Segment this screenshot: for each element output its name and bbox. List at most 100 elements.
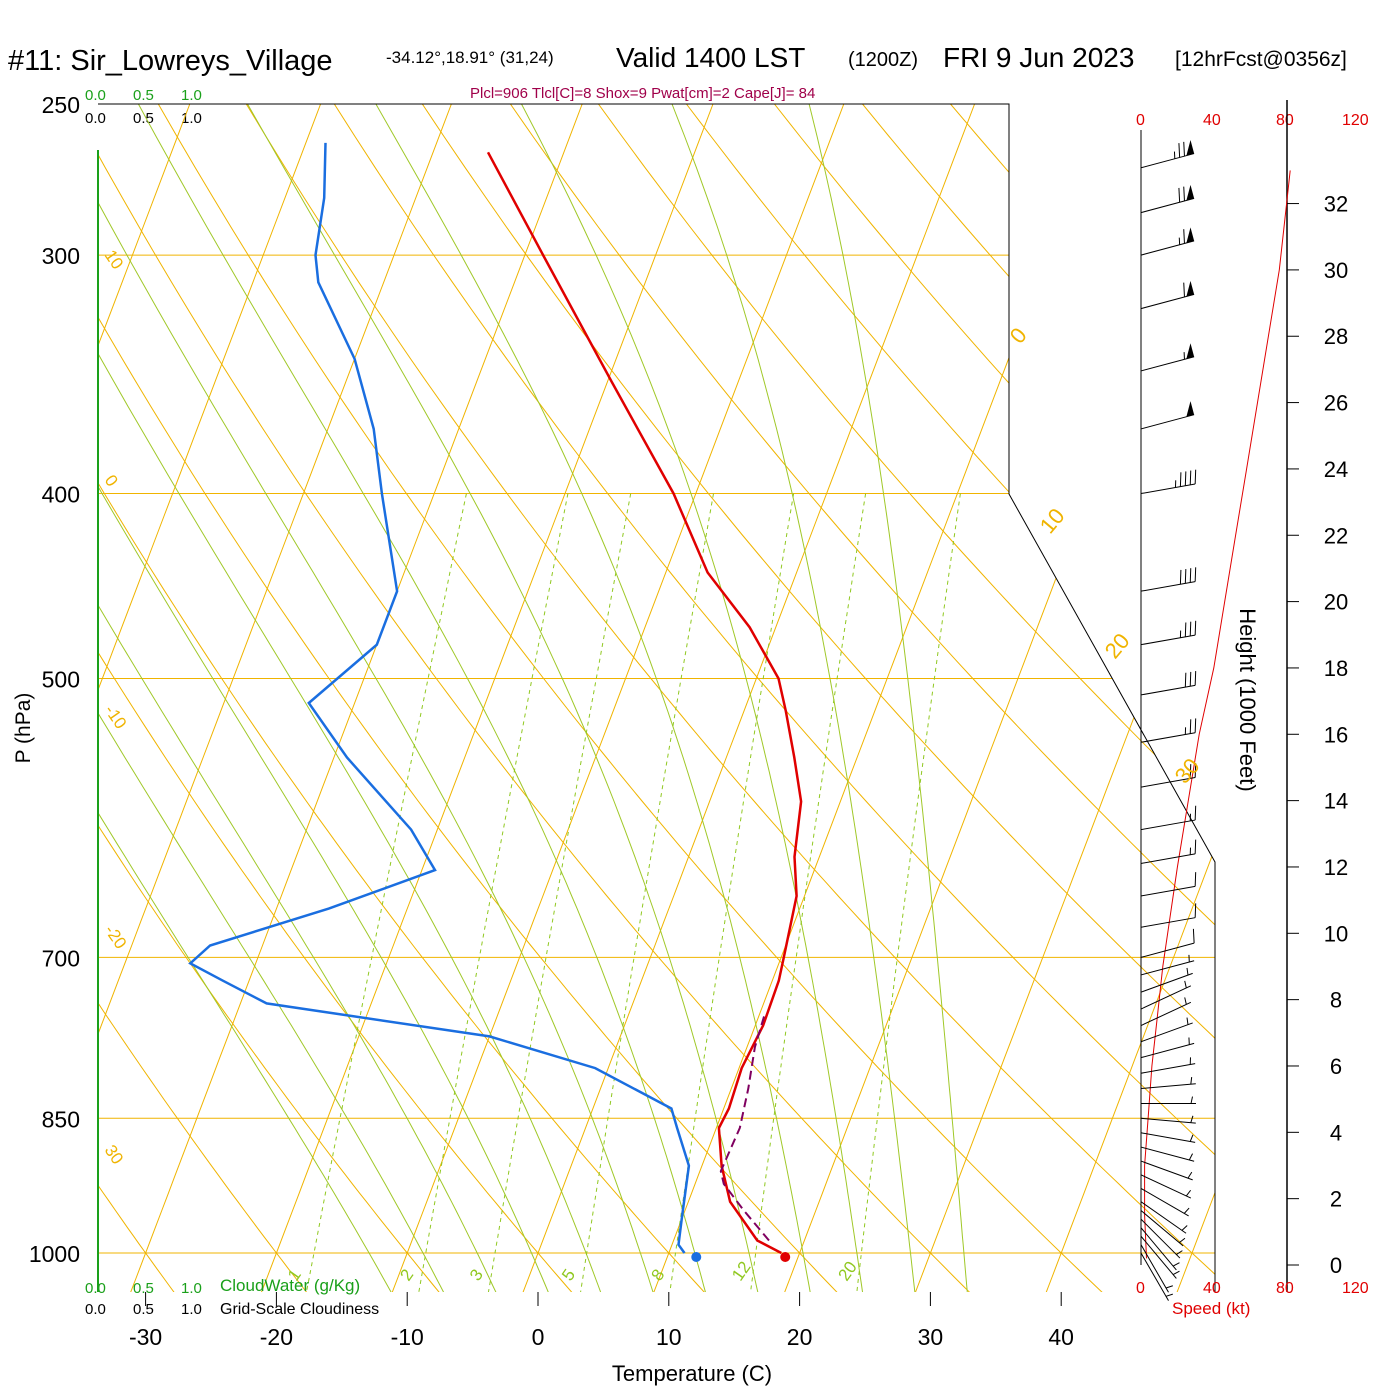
height-tick-label: 28 [1324,324,1348,349]
cloudwater-tick-bottom: 1.0 [181,1280,202,1297]
wind-barb [1140,1017,1193,1043]
dewpoint-line [188,142,691,1254]
mixing-ratio-label: 8 [647,1266,668,1285]
temperature-tick-label: -10 [391,1324,424,1350]
wind-barb-staff [1140,1117,1196,1124]
wind-barb-staff [1140,1001,1192,1026]
isotherm-label: -20 [101,921,131,952]
wind-barb-half [1178,1237,1186,1244]
pressure-tick-label: 400 [42,482,80,508]
wind-barb-staff [1140,1160,1193,1181]
wind-barb [1140,1115,1196,1124]
cloudwater-tick-top: 0.5 [133,87,154,104]
speed-tick-top: 120 [1342,112,1369,129]
dry-adiabat-line [333,104,1215,1292]
wind-barb-staff [1140,942,1195,958]
speed-tick-top: 0 [1136,112,1145,129]
axes-labels: 100-10-203001020302503004005007008501000… [29,92,1348,1350]
wind-barb [1140,1227,1180,1271]
wind-barb-staff [1140,414,1195,430]
wind-barb-full [1192,928,1195,944]
wind-barb-full [1189,719,1192,734]
isotherm-label: 10 [1035,503,1070,538]
wind-barb-full [1194,469,1197,485]
mixing-ratio-line [418,493,569,1292]
wind-barb-full [1189,621,1192,637]
wind-barb [1140,839,1197,864]
wind-barb-full [1183,229,1185,244]
wind-barb-full [1194,718,1197,733]
wind-barb [1140,1174,1192,1199]
speed-tick-bottom: 80 [1276,1280,1294,1297]
mixing-ratio-label: 2 [396,1266,417,1285]
mixing-ratio-line [749,493,867,1292]
wind-barb-full [1189,568,1192,583]
mixing-ratio-label: 20 [834,1258,860,1284]
dry-adiabat-line [1126,104,1215,1292]
wind-barb-full [1194,620,1197,636]
wind-barb [1140,1160,1193,1181]
forecast-date: FRI 9 Jun 2023 [943,42,1134,73]
wind-barb-half [1181,1225,1188,1231]
wind-barb [1140,805,1197,831]
wind-barb [1140,1057,1196,1074]
wind-barb [1140,928,1195,958]
moist-adiabat-line [98,104,393,1292]
temperature-tick-label: -30 [129,1324,162,1350]
wind-barb-full [1183,186,1185,201]
isotherm-line [783,104,1215,1292]
wind-barb-staff [1140,1083,1196,1090]
moist-adiabat-line [98,104,497,1292]
isotherm-line [98,104,322,1292]
wind-barb-full [1183,282,1185,297]
cloudiness-tick-top: 0.0 [85,110,106,127]
wind-barb-staff [1140,1063,1196,1074]
cloudiness-tick-bottom: 0.0 [85,1301,106,1318]
wind-barb [1140,954,1195,976]
zulu-time: (1200Z) [848,49,918,71]
cloudiness-tick-bottom: 1.0 [181,1301,202,1318]
wind-barb-flag [1186,227,1195,243]
dry-adiabat-line [686,104,1215,1292]
wind-barb [1140,1132,1196,1143]
wind-barb-staff [1140,1244,1169,1293]
wind-barb-staff [1140,1187,1189,1217]
cloudwater-tick-bottom: 0.5 [133,1280,154,1297]
moist-adiabat-line [375,104,811,1292]
moist-adiabat-line [808,104,968,1292]
height-tick-label: 0 [1330,1253,1342,1278]
wind-barb-staff [1140,819,1196,831]
wind-barb-staff [1140,1210,1184,1247]
wind-barb [1140,1218,1183,1259]
dry-adiabat-line [98,104,706,1292]
wind-barb-half [1190,1096,1193,1104]
wind-barb-half [1172,1262,1180,1267]
wind-barb [1140,997,1192,1026]
parcel-line [719,1014,770,1242]
moist-adiabat-line [98,104,602,1292]
moist-adiabat-line [98,104,654,1292]
wind-barb-full [1194,567,1197,582]
height-tick-label: 20 [1324,590,1348,615]
wind-barb [1140,1187,1190,1217]
isotherm-line [391,104,845,1292]
wind-barb [1140,620,1197,646]
height-tick-label: 14 [1324,789,1348,814]
wind-barb-staff [1140,853,1196,864]
wind-barb-staff [1140,356,1195,372]
surface-temperature-dot [780,1252,791,1262]
isotherm-line [1176,104,1215,1292]
wind-barb-full [1179,472,1182,487]
height-tick-label: 12 [1324,855,1348,880]
cloudiness-tick-bottom: 0.5 [133,1301,154,1318]
x-axis-label: Temperature (C) [612,1361,772,1386]
moist-adiabat-line [521,104,864,1292]
isotherm-line [129,104,583,1292]
wind-barb-half [1165,1293,1173,1297]
wind-barb-staff [1140,777,1196,788]
height-tick-label: 8 [1330,988,1342,1013]
wind-barb [1140,401,1195,430]
height-tick-label: 26 [1324,391,1348,416]
wind-barb-staff [1140,885,1196,897]
